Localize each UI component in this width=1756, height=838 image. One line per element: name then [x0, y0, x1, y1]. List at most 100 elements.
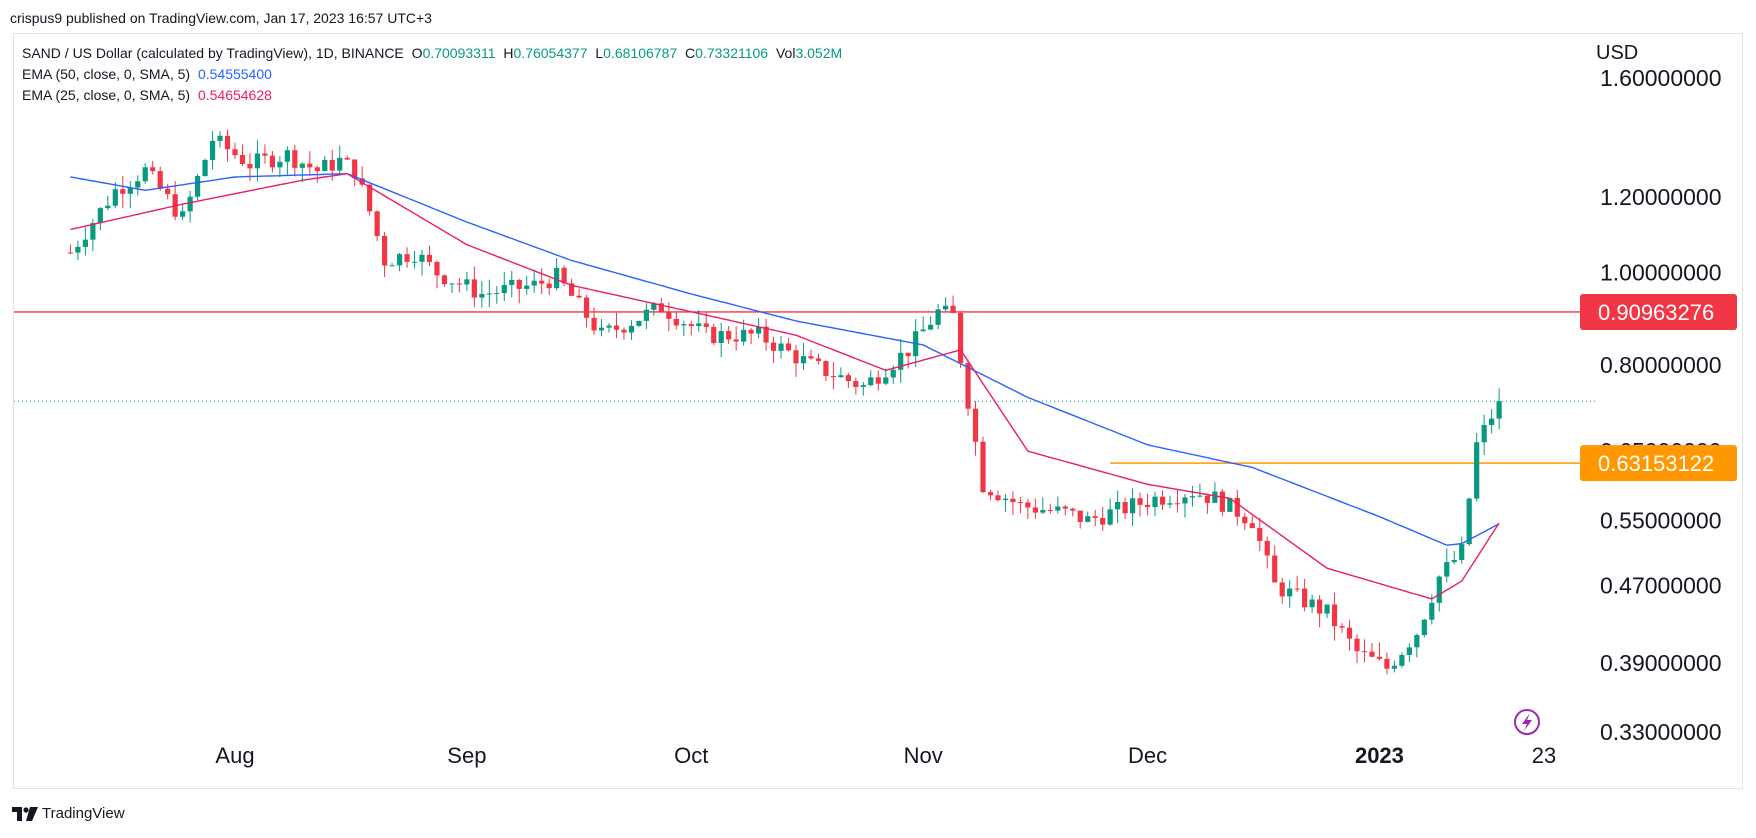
candle-body — [688, 324, 694, 327]
price-tags: 0.90963276 0.63153122 — [1580, 293, 1737, 482]
candle-body — [711, 326, 717, 343]
candle-body — [591, 317, 597, 331]
candle-body — [868, 377, 874, 386]
candle-body — [307, 163, 313, 168]
candle-body — [254, 153, 261, 169]
candle-body — [1174, 503, 1181, 505]
candle-body — [606, 325, 612, 328]
candle-body — [561, 267, 567, 284]
candle-body — [815, 358, 822, 362]
candle-body — [1264, 540, 1270, 556]
candle-body — [1391, 665, 1397, 669]
candle-body — [1481, 425, 1487, 443]
candle-body — [337, 157, 343, 171]
candle-body — [284, 150, 290, 162]
x-tick-label: 23 — [1532, 743, 1556, 768]
candle-body — [965, 363, 971, 409]
candle-body — [1204, 495, 1210, 503]
legend-close-value: 0.73321106 — [695, 45, 769, 61]
candle-body — [898, 352, 904, 370]
legend-close-label: C — [685, 45, 696, 61]
candle-body — [292, 150, 298, 168]
candle-body — [105, 205, 111, 209]
candle-body — [299, 163, 305, 168]
candle-body — [696, 323, 702, 327]
candle-body — [1279, 582, 1285, 597]
price-axis[interactable]: 1.60000000 1.20000000 1.00000000 0.80000000… — [1600, 65, 1722, 745]
candle-body — [1070, 508, 1076, 511]
candle-body — [1451, 560, 1457, 563]
y-tick-label: 1.20000000 — [1600, 184, 1722, 210]
y-tick-label: 0.55000000 — [1600, 507, 1722, 533]
candle-body — [1227, 497, 1233, 512]
candle-body — [1414, 635, 1420, 648]
candle-body — [367, 184, 373, 212]
candle-body — [165, 188, 171, 195]
lightning-icon-bolt — [1522, 713, 1532, 731]
legend-ema25: EMA (25, close, 0, SMA, 5) 0.54654628 — [22, 87, 276, 103]
candle-body — [531, 280, 537, 286]
candle-body — [1466, 498, 1472, 545]
candle-body — [1242, 516, 1248, 524]
candle-body — [1474, 442, 1480, 499]
candle-body — [1496, 401, 1502, 419]
candle-body — [150, 167, 156, 172]
candle-body — [845, 375, 851, 382]
candle-body — [75, 246, 81, 253]
legend-ema25-label: EMA (25, close, 0, SMA, 5) — [22, 87, 191, 103]
legend-symbol: SAND / US Dollar (calculated by TradingV… — [22, 45, 404, 61]
candle-body — [890, 369, 896, 378]
candle-body — [90, 223, 96, 240]
candle-body — [359, 178, 365, 185]
currency-label[interactable]: USD — [1596, 42, 1639, 64]
candle-body — [1249, 523, 1255, 529]
candle-body — [539, 280, 545, 284]
candle-body — [1100, 517, 1106, 525]
candle-body — [1017, 502, 1023, 504]
candle-body — [733, 339, 739, 342]
horizontal-levels — [14, 311, 1595, 464]
candle-body — [1189, 496, 1196, 498]
candle-body — [1085, 516, 1091, 522]
candles — [67, 129, 1502, 675]
candle-body — [382, 236, 388, 266]
candle-body — [808, 356, 814, 359]
candle-body — [1040, 509, 1046, 513]
x-tick-label: 2023 — [1355, 743, 1404, 768]
candle-body — [1429, 602, 1435, 620]
candle-body — [1062, 506, 1068, 509]
lightning-icon-ring — [1514, 709, 1540, 735]
candle-body — [741, 329, 747, 342]
time-axis[interactable]: Aug Sep Oct Nov Dec 2023 23 — [215, 743, 1556, 768]
candle-body — [987, 492, 994, 496]
candle-body — [1234, 497, 1240, 517]
x-tick-label: Nov — [904, 743, 943, 768]
candle-body — [1309, 599, 1315, 608]
candle-body — [449, 283, 455, 285]
candle-body — [621, 329, 627, 333]
candle-body — [509, 279, 515, 285]
candle-body — [464, 279, 470, 285]
candle-body — [1152, 496, 1158, 508]
lightning-icon[interactable] — [1514, 709, 1540, 735]
chart-frame[interactable] — [13, 33, 1743, 789]
candle-body — [396, 254, 403, 266]
candle-body — [67, 252, 74, 254]
candle-body — [1339, 626, 1345, 628]
ema50-line — [70, 172, 1500, 546]
candle-body — [486, 293, 492, 295]
candle-body — [1107, 509, 1113, 525]
candle-body — [853, 381, 859, 387]
candle-body — [314, 167, 320, 172]
candle-body — [576, 295, 582, 298]
candle-body — [883, 377, 889, 384]
candle-body — [1317, 599, 1323, 614]
candle-body — [838, 375, 844, 378]
candle-body — [785, 343, 792, 351]
candle-body — [224, 135, 231, 150]
legend-high-value: 0.76054377 — [513, 45, 588, 61]
candle-body — [860, 385, 866, 387]
footer-logo[interactable]: TradingView — [12, 805, 125, 822]
candle-body — [1272, 555, 1278, 583]
